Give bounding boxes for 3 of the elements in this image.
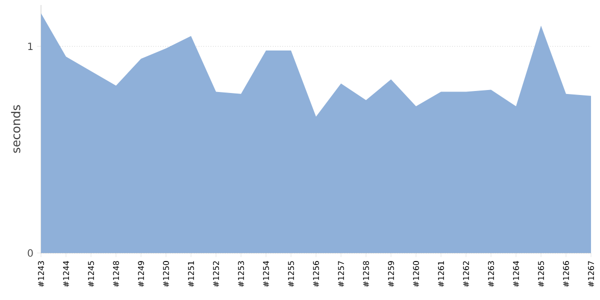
y-tick-label: 0 (28, 249, 33, 257)
y-tick-label: 1 (28, 42, 33, 50)
y-axis-title: seconds (11, 105, 20, 153)
